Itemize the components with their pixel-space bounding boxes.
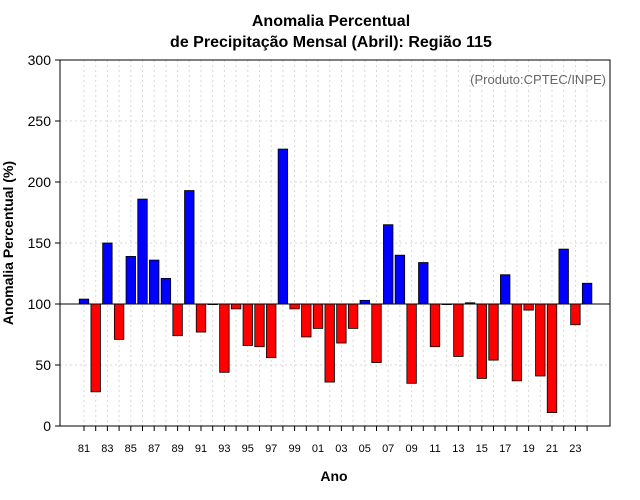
bar-99 (289, 303, 300, 310)
x-tick-label: 21 (546, 443, 558, 455)
bar-88 (160, 277, 172, 305)
x-tick-label: 91 (195, 443, 207, 455)
x-tick-label: 13 (452, 443, 464, 455)
x-axis-ticks: 81 83 85 87 89 91 93 95 97 99 01 03 05 07 09 11 13 15 17 19… (78, 426, 588, 455)
y-tick-label: 0 (43, 418, 51, 434)
x-tick-label: 85 (125, 443, 137, 455)
x-tick-label: 23 (569, 443, 581, 455)
x-tick-label: 19 (522, 443, 534, 455)
bar-16 (488, 303, 499, 361)
bar-17 (500, 274, 511, 305)
bar-00 (301, 303, 312, 338)
x-tick-label: 99 (288, 443, 300, 455)
bar-20 (535, 303, 546, 377)
bar-21 (546, 303, 558, 413)
gridlines (60, 60, 610, 426)
y-tick-label: 50 (35, 357, 51, 373)
bar-93 (219, 303, 230, 373)
bar-95 (242, 303, 253, 346)
x-tick-label: 95 (242, 443, 254, 455)
bar-82 (90, 303, 101, 393)
bar-19 (523, 303, 534, 311)
x-tick-label: 89 (171, 443, 183, 455)
bar-84 (113, 303, 125, 340)
x-tick-label: 01 (312, 443, 324, 455)
y-axis-title: Anomalia Percentual (%) (0, 161, 16, 325)
bar-07 (383, 224, 394, 305)
y-axis-ticks: 0 50 100 150 200 250 300 (28, 52, 60, 434)
bar-18 (511, 303, 523, 382)
bar-09 (406, 303, 417, 384)
bar-24 (581, 282, 593, 305)
x-tick-label: 03 (335, 443, 347, 455)
bar-98 (277, 148, 289, 305)
bar-96 (254, 303, 265, 348)
y-tick-label: 250 (28, 113, 52, 129)
x-tick-label: 87 (148, 443, 160, 455)
bars (78, 148, 593, 413)
x-axis-title: Ano (320, 468, 347, 484)
bar-86 (137, 198, 148, 305)
x-tick-label: 81 (78, 443, 90, 455)
x-tick-label: 93 (218, 443, 230, 455)
x-tick-label: 09 (405, 443, 417, 455)
bar-15 (476, 303, 487, 379)
x-tick-label: 15 (476, 443, 488, 455)
x-tick-label: 07 (382, 443, 394, 455)
bar-89 (172, 303, 183, 337)
bar-10 (418, 262, 429, 305)
bar-87 (149, 259, 160, 305)
bar-11 (429, 303, 441, 348)
y-tick-label: 100 (28, 296, 52, 312)
x-tick-label: 17 (499, 443, 511, 455)
bar-06 (371, 303, 382, 363)
bar-22 (558, 248, 569, 305)
bar-02 (324, 303, 335, 383)
bar-13 (453, 303, 464, 357)
chart-title: Anomalia Percentual (252, 13, 410, 30)
bar-90 (184, 190, 195, 305)
bar-97 (266, 303, 277, 359)
bar-01 (312, 303, 324, 329)
y-tick-label: 300 (28, 52, 52, 68)
y-tick-label: 150 (28, 235, 52, 251)
bar-83 (102, 242, 113, 305)
source-annotation: (Produto:CPTEC/INPE) (470, 72, 606, 87)
bar-05 (359, 299, 370, 305)
bar-85 (125, 256, 136, 305)
bar-23 (570, 303, 581, 326)
x-tick-label: 11 (429, 443, 440, 455)
bar-04 (347, 303, 359, 329)
x-tick-label: 83 (101, 443, 113, 455)
x-tick-label: 05 (359, 443, 371, 455)
bar-91 (195, 303, 207, 333)
bar-81 (78, 298, 90, 305)
y-tick-label: 200 (28, 174, 52, 190)
chart-subtitle: de Precipitação Mensal (Abril): Região 1… (170, 34, 492, 51)
x-tick-label: 97 (265, 443, 277, 455)
bar-94 (230, 303, 242, 310)
bar-08 (394, 254, 406, 305)
bar-03 (336, 303, 347, 344)
